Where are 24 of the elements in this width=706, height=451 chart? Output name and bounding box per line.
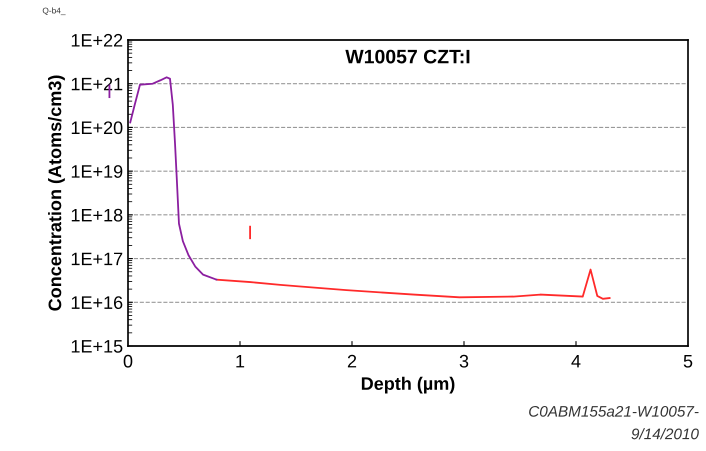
x-tick-label: 3 (460, 354, 468, 368)
y-axis-title: Concentration (Atoms/cm3) (48, 76, 65, 311)
chart-title: W10057 CZT:I (345, 50, 470, 64)
x-tick-label: 2 (348, 354, 356, 368)
y-tick-label: 1E+21 (72, 78, 122, 90)
text: Q-b4_ (42, 7, 66, 16)
y-tick-label: 1E+19 (72, 165, 122, 178)
y-tick-label: 1E+18 (72, 208, 122, 222)
text: I (249, 226, 251, 240)
x-axis-title: Depth (µm) (362, 376, 454, 394)
y-tick-label: 1E+15 (72, 340, 122, 353)
text: C0ABM155a21-W10057- (529, 406, 699, 417)
y-tick-label: 1E+22 (72, 34, 122, 47)
x-tick-label: 0 (124, 354, 132, 368)
line-series (129, 76, 218, 281)
y-tick-label: 1E+16 (72, 296, 122, 310)
text: 9/14/2010 (632, 428, 699, 440)
y-tick-label: 1E+20 (72, 121, 122, 134)
x-tick-label: 4 (571, 354, 580, 368)
series-label: I (108, 84, 110, 98)
line-series (216, 268, 611, 300)
x-tick-label: 5 (684, 354, 692, 368)
x-tick-label: 1 (236, 354, 244, 368)
y-tick-label: 1E+17 (72, 252, 122, 266)
